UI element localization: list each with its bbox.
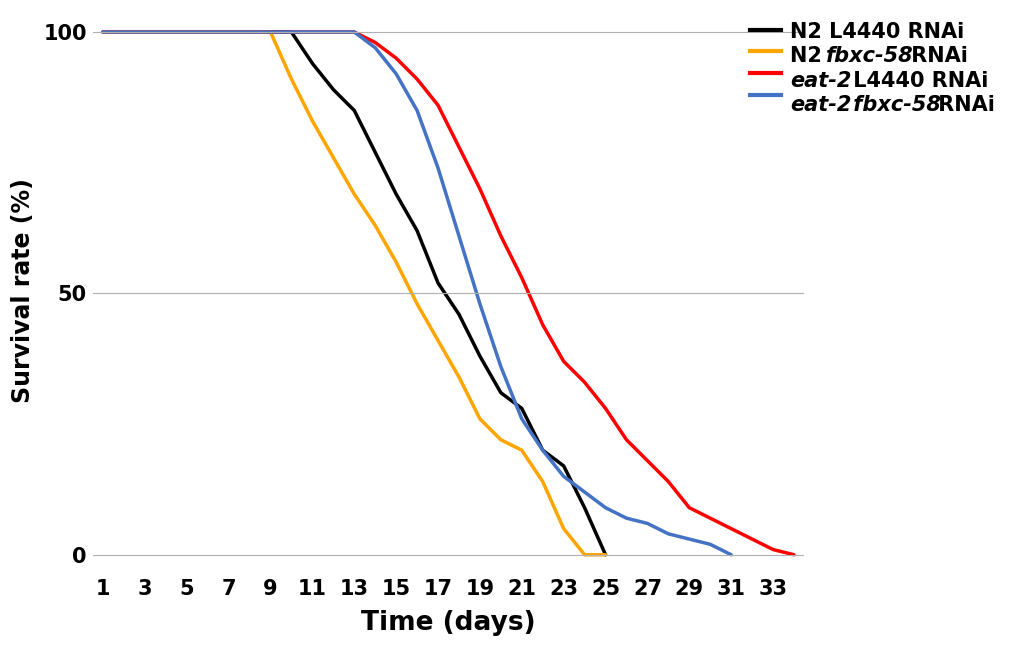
Text: N2: N2 [790, 47, 828, 67]
Text: RNAi: RNAi [904, 47, 967, 67]
Text: RNAi: RNAi [930, 95, 994, 115]
Text: fbxc-58: fbxc-58 [824, 47, 912, 67]
Y-axis label: Survival rate (%): Survival rate (%) [11, 179, 35, 403]
Text: fbxc-58: fbxc-58 [845, 95, 940, 115]
Text: L4440 RNAi: L4440 RNAi [845, 71, 987, 91]
Text: eat-2: eat-2 [790, 95, 851, 115]
Text: eat-2: eat-2 [790, 71, 851, 91]
Legend: , , , : , , , [744, 18, 797, 108]
X-axis label: Time (days): Time (days) [361, 610, 535, 636]
Text: N2 L4440 RNAi: N2 L4440 RNAi [790, 22, 964, 42]
